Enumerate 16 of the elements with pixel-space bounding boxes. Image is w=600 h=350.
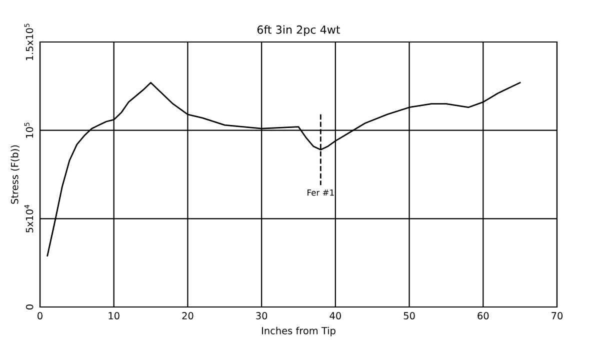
x-axis-title: Inches from Tip <box>262 326 336 336</box>
x-tick-label: 40 <box>330 312 341 320</box>
chart-title: 6ft 3in 2pc 4wt <box>257 25 340 36</box>
annotation: Fer #1 <box>308 190 334 196</box>
x-tick-label: 10 <box>108 312 120 320</box>
x-tick-label: 60 <box>478 312 489 320</box>
y-tick-label: 10$^{5}$ <box>24 122 34 138</box>
x-tick-label: 30 <box>256 312 268 320</box>
x-tick-label: 0 <box>38 312 42 320</box>
x-tick-label: 20 <box>182 312 194 320</box>
y-tick-label: 5x10$^{4}$ <box>24 204 34 232</box>
y-tick-label: 0 <box>26 304 34 310</box>
y-tick-label: 1.5x10$^{5}$ <box>24 24 34 60</box>
x-tick-label: 50 <box>404 312 415 320</box>
y-axis-title: Stress (F(b)) <box>10 145 20 204</box>
x-tick-label: 70 <box>552 312 563 320</box>
